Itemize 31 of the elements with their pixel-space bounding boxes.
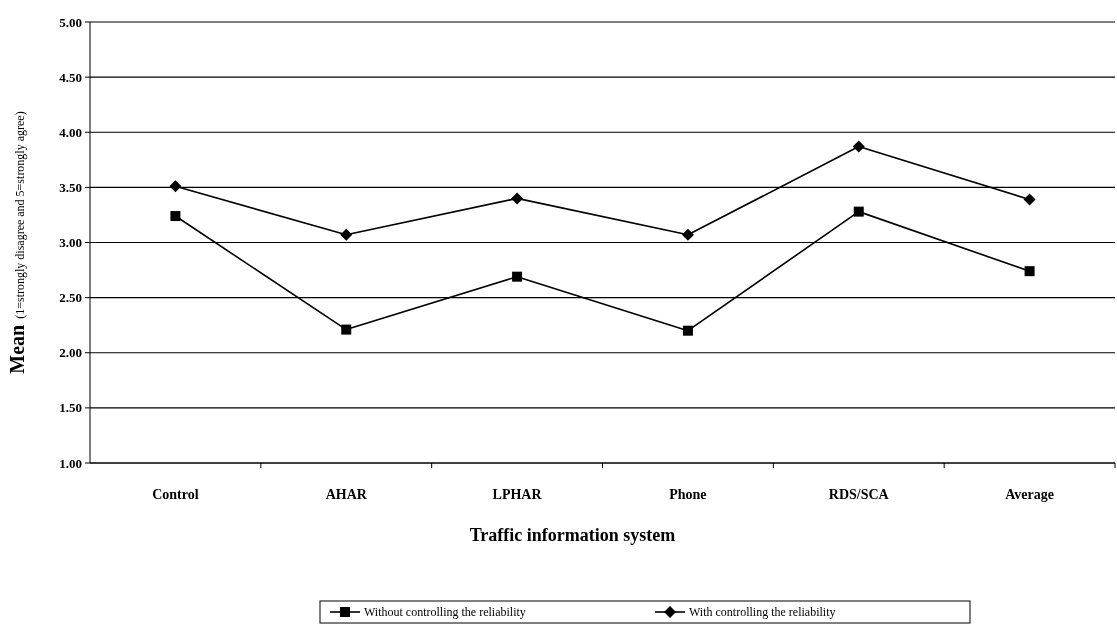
point [169,180,182,193]
y-axis-title: Mean (1=strongly disagree and 5=strongly agree) [6,111,28,374]
legend-label: With controlling the reliability [689,605,836,620]
y-tick-label: 2.00 [59,345,82,361]
y-tick-label: 1.50 [59,400,82,416]
x-tick-label: Control [152,487,199,502]
y-tick-label: 1.00 [59,455,82,471]
x-tick-label: Phone [669,487,707,502]
point [511,192,524,205]
point [682,325,693,336]
x-tick-label: RDS/SCA [828,487,890,502]
point [852,140,865,153]
point [853,206,864,217]
y-tick-label: 3.00 [59,235,82,251]
point [341,324,352,335]
point [1024,266,1035,277]
y-tick-label: 2.50 [59,290,82,306]
x-axis-title: Traffic information system [469,525,676,545]
y-tick-label: 5.00 [59,14,82,30]
point [512,271,523,282]
x-tick-label: AHAR [325,487,368,502]
point [681,228,694,241]
legend-label: Without controlling the reliability [364,605,526,620]
point [340,228,353,241]
x-tick-label: Average [1005,487,1054,502]
y-tick-label: 4.50 [59,69,82,85]
point [170,211,181,222]
x-tick-label: LPHAR [492,487,543,502]
y-tick-label: 4.00 [59,124,82,140]
y-tick-label: 3.50 [59,179,82,195]
point [1023,193,1036,206]
